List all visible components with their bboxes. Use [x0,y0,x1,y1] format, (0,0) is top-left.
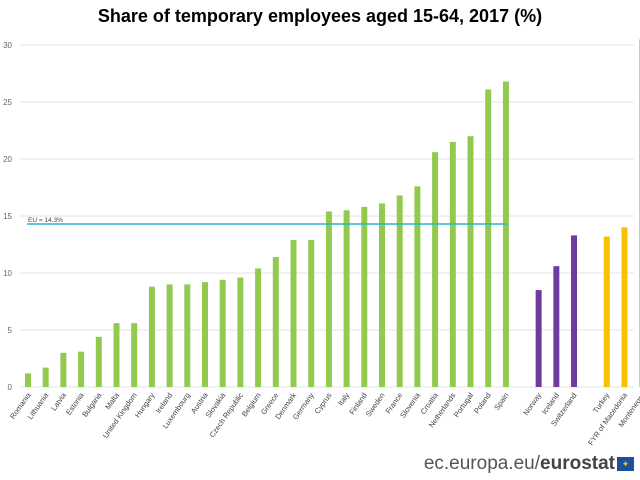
bar-netherlands [449,141,456,387]
x-tick-label: Cyprus [313,391,334,416]
y-tick-label: 0 [8,383,13,392]
bar-denmark [290,239,297,387]
bar-slovenia [414,186,421,387]
bar-portugal [467,136,474,387]
bar-greece [272,257,279,387]
y-tick-label: 15 [3,212,12,221]
eu-average-label: EU = 14.3% [28,217,63,224]
bar-finland [361,206,368,387]
eu-flag-icon: ✦ [617,457,634,471]
bar-norway [535,290,542,387]
bar-austria [202,282,208,387]
bar-turkey [603,236,610,387]
bar-slovakia [219,279,226,387]
bar-france [396,195,403,387]
y-tick-label: 10 [3,269,12,278]
bar-germany [308,239,315,387]
bar-romania [25,373,31,387]
bar-ireland [166,284,173,387]
y-tick-label: 30 [3,41,12,50]
bar-sweden [379,203,385,387]
bar-cyprus [325,211,332,387]
bar-fyr-of-macedonia [621,227,628,387]
bar-malta [113,323,120,387]
y-tick-label: 5 [8,326,13,335]
bar-luxembourg [184,284,191,387]
x-tick-label: Poland [472,391,493,415]
x-tick-label: Bulgaria [80,390,104,418]
bar-italy [343,210,350,387]
bar-united-kingdom [131,323,138,387]
footer-brand: eurostat [540,453,615,474]
bar-bulgaria [95,336,102,387]
bar-iceland [553,266,560,387]
x-tick-label: Spain [492,391,510,412]
y-tick-label: 25 [3,98,12,107]
bar-hungary [148,286,155,387]
bar-estonia [78,351,85,387]
footer-site: ec.europa.eu/ [423,453,541,474]
x-tick-label: Italy [336,391,351,408]
y-tick-label: 20 [3,155,12,164]
bar-latvia [60,352,67,387]
eurostat-footer: ec.europa.eu/eurostat ✦ [424,453,634,475]
bar-croatia [432,152,439,387]
bar-czech-republic [237,277,244,387]
bar-switzerland [571,235,578,387]
bar-lithuania [42,367,49,387]
x-tick-label: Norway [521,391,543,417]
chart-title: Share of temporary employees aged 15-64,… [97,6,543,26]
bar-spain [502,81,509,387]
bar-belgium [255,268,262,387]
bar-poland [485,89,492,388]
